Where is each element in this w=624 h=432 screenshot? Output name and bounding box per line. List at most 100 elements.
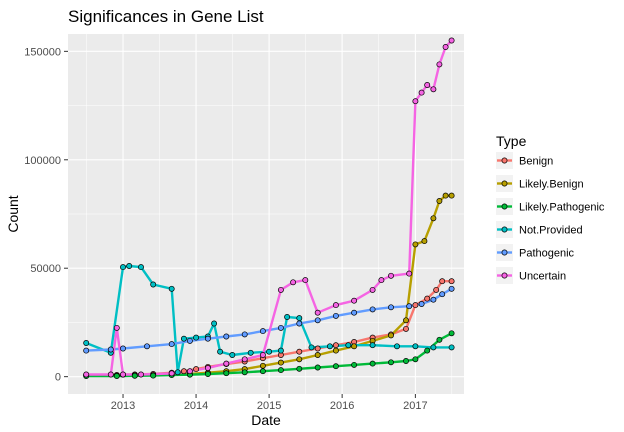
data-point xyxy=(259,362,266,369)
data-point xyxy=(332,342,339,349)
minor-gridlines xyxy=(68,34,464,394)
data-point xyxy=(369,306,376,313)
data-point xyxy=(369,360,376,367)
data-point xyxy=(204,371,211,377)
data-point xyxy=(144,343,150,350)
data-point xyxy=(259,368,266,375)
data-point xyxy=(83,340,90,346)
data-point xyxy=(351,309,358,316)
legend-key xyxy=(496,175,513,192)
y-tick-label: 150000 xyxy=(24,46,61,58)
data-point xyxy=(186,337,193,344)
data-point xyxy=(83,371,90,378)
data-point xyxy=(421,238,428,245)
y-tick-label: 0 xyxy=(55,372,61,384)
data-point xyxy=(168,341,175,348)
data-point xyxy=(442,44,449,50)
data-point xyxy=(388,304,394,311)
data-point xyxy=(277,286,284,293)
data-point xyxy=(314,345,321,352)
x-tick-label: 2016 xyxy=(330,400,354,412)
data-point xyxy=(332,347,339,354)
data-point xyxy=(436,61,443,68)
data-point xyxy=(424,347,431,354)
data-point xyxy=(107,371,114,378)
x-tick-label: 2017 xyxy=(403,400,427,412)
data-point xyxy=(424,295,431,302)
data-point xyxy=(418,89,425,96)
data-point xyxy=(448,285,455,292)
data-point xyxy=(259,328,266,335)
data-point xyxy=(296,365,303,372)
data-point xyxy=(150,372,157,379)
data-point xyxy=(296,348,303,355)
legend-label: Likely.Benign xyxy=(519,179,584,191)
data-point xyxy=(126,263,133,269)
data-point xyxy=(406,270,413,277)
legend-label: Likely.Pathogenic xyxy=(519,202,605,214)
data-point xyxy=(277,367,284,374)
data-point xyxy=(180,335,187,342)
data-point xyxy=(296,315,303,322)
data-point xyxy=(193,366,200,373)
legend-key xyxy=(496,152,513,169)
data-point xyxy=(448,278,455,285)
series-points xyxy=(83,37,455,379)
data-point xyxy=(120,345,126,352)
data-point xyxy=(448,330,455,337)
data-point xyxy=(266,348,273,355)
x-axis-title: Date xyxy=(251,412,281,428)
data-point xyxy=(277,347,284,354)
y-axis-title: Count xyxy=(5,195,21,232)
legend-label: Pathogenic xyxy=(519,248,575,260)
data-point xyxy=(403,358,409,364)
data-point xyxy=(107,346,114,353)
data-point xyxy=(138,371,144,378)
data-point xyxy=(388,332,394,339)
legend-label: Uncertain xyxy=(519,271,566,283)
data-point xyxy=(296,356,303,363)
data-point xyxy=(174,369,181,376)
x-tick-label: 2014 xyxy=(184,400,208,412)
data-point xyxy=(403,317,409,324)
data-point xyxy=(332,302,339,309)
data-point xyxy=(378,277,385,284)
legend-key xyxy=(496,198,513,215)
data-point xyxy=(314,309,321,316)
legend-key xyxy=(496,244,513,261)
data-point xyxy=(430,344,437,351)
data-point xyxy=(241,331,248,338)
legend: Type Benign Likely.Benign Likely.Pathogeni… xyxy=(496,133,605,284)
y-axis: 0 50000 100000 150000 xyxy=(24,46,68,384)
data-point xyxy=(332,363,339,370)
x-axis: 2013 2014 2015 2016 2017 xyxy=(111,394,428,412)
data-point xyxy=(345,342,352,349)
data-point xyxy=(168,285,175,292)
data-point xyxy=(430,86,437,93)
data-point xyxy=(229,352,236,358)
data-point xyxy=(448,192,455,199)
data-point xyxy=(308,344,315,351)
data-point xyxy=(351,297,358,304)
data-point xyxy=(448,344,455,351)
data-point xyxy=(113,373,120,379)
data-point xyxy=(259,352,266,358)
data-point xyxy=(113,324,120,331)
data-point xyxy=(424,82,431,88)
data-point xyxy=(314,317,321,324)
data-point xyxy=(131,372,138,379)
data-point xyxy=(284,314,291,320)
data-point xyxy=(290,279,297,286)
data-point xyxy=(193,334,200,341)
data-point xyxy=(412,302,419,309)
data-point xyxy=(436,336,443,343)
data-point xyxy=(369,342,376,349)
major-gridlines xyxy=(68,34,464,394)
y-tick-label: 50000 xyxy=(30,263,61,275)
data-point xyxy=(180,368,187,375)
series-line-likely-pathogenic xyxy=(86,332,453,378)
data-point xyxy=(211,320,218,327)
y-tick-label: 100000 xyxy=(24,155,61,167)
data-point xyxy=(412,343,419,350)
